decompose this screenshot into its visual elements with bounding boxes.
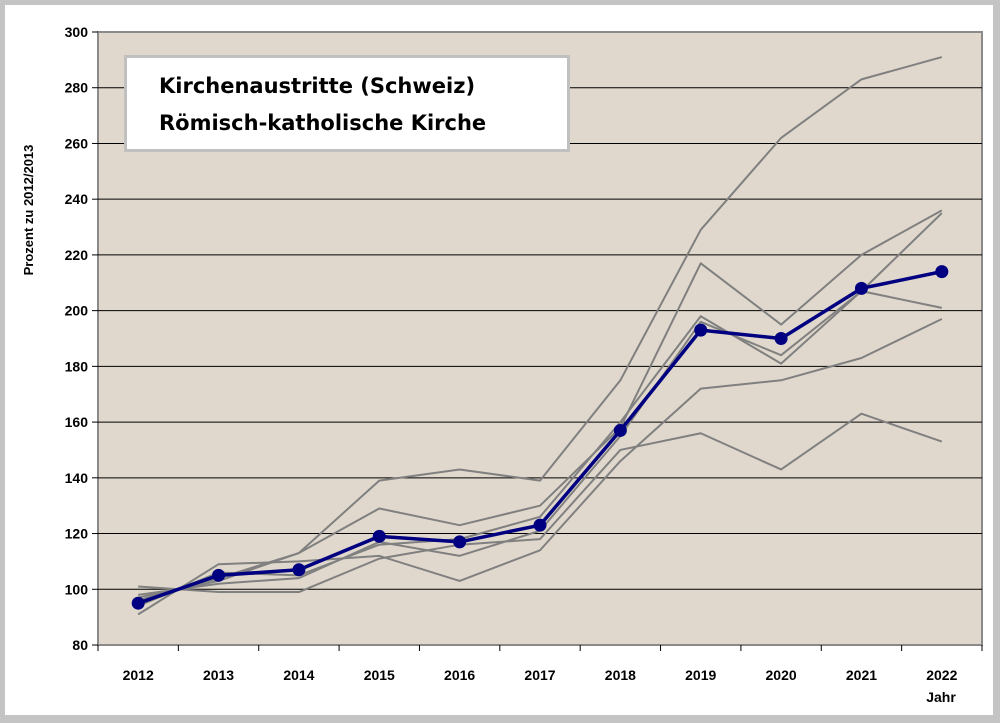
- data-point-marker: [854, 281, 868, 295]
- y-tick-label: 140: [65, 470, 89, 486]
- y-tick-label: 180: [65, 358, 89, 374]
- y-tick-label: 120: [65, 526, 89, 542]
- data-point-marker: [935, 265, 949, 279]
- y-tick-label: 100: [65, 581, 89, 597]
- x-tick-label: 2020: [766, 667, 797, 683]
- data-point-marker: [613, 423, 627, 437]
- data-point-marker: [372, 529, 386, 543]
- x-axis-ticks: 2012 2013 2014 2015 2016 2017 2018 2019 2020 2021…: [97, 645, 983, 683]
- data-point-marker: [774, 332, 788, 345]
- x-tick-label: 2019: [685, 667, 716, 683]
- x-tick-label: 2014: [283, 667, 314, 683]
- data-point-marker: [453, 535, 467, 549]
- data-point-marker: [292, 563, 306, 577]
- y-axis-title: Prozent zu 2012/2013: [21, 145, 36, 276]
- y-tick-label: 220: [65, 247, 89, 263]
- data-point-marker: [694, 323, 708, 337]
- x-tick-label: 2018: [605, 667, 636, 683]
- y-tick-label: 200: [65, 303, 89, 319]
- data-point-marker: [131, 596, 145, 610]
- chart-frame: 80 100 120 140 160 180 200 220 240 260 280 300 2012…: [5, 5, 993, 715]
- y-tick-label: 280: [65, 80, 89, 96]
- y-axis-ticks: 80 100 120 140 160 180 200 220 240 260 280 300: [65, 24, 98, 653]
- x-axis-title: Jahr: [926, 689, 956, 705]
- chart-title: Kirchenaustritte (Schweiz): [159, 74, 476, 98]
- y-tick-label: 300: [65, 24, 89, 40]
- y-tick-label: 240: [65, 191, 89, 207]
- data-series: [131, 56, 949, 616]
- chart-title-box: Kirchenaustritte (Schweiz) Römisch-katho…: [124, 55, 570, 152]
- chart-subtitle: Römisch-katholische Kirche: [159, 111, 487, 135]
- x-tick-label: 2016: [444, 667, 475, 683]
- data-point-marker: [212, 568, 226, 582]
- series-line: [138, 412, 943, 594]
- y-tick-label: 80: [72, 637, 88, 653]
- data-point-marker: [533, 518, 547, 532]
- x-tick-label: 2021: [846, 667, 877, 683]
- series-line: [137, 318, 943, 616]
- x-tick-label: 2022: [926, 667, 957, 683]
- x-tick-label: 2013: [203, 667, 234, 683]
- y-tick-label: 260: [65, 135, 89, 151]
- series-line: [137, 212, 943, 607]
- x-tick-label: 2017: [524, 667, 555, 683]
- x-tick-label: 2012: [123, 667, 154, 683]
- y-tick-label: 160: [65, 414, 89, 430]
- x-tick-label: 2015: [364, 667, 395, 683]
